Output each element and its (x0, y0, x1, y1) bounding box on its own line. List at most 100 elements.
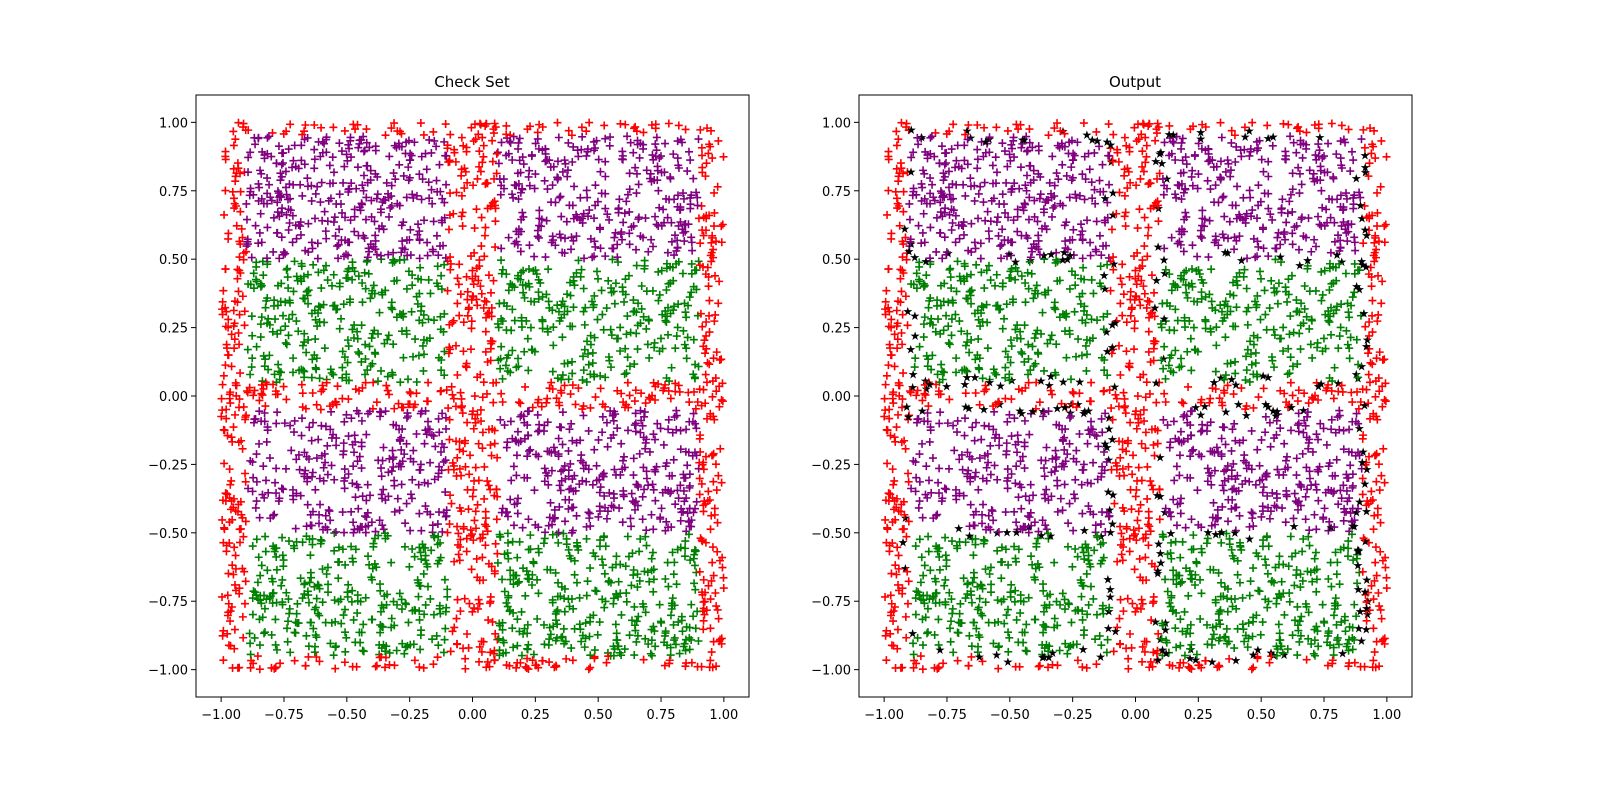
scatter-point-purple (688, 246, 697, 255)
scatter-point-green (337, 314, 346, 323)
scatter-point-green (564, 375, 573, 384)
scatter-point-red (381, 663, 390, 672)
misclassified-point: ★ (1210, 528, 1221, 542)
scatter-point-purple (412, 430, 421, 439)
scatter-point-green (263, 566, 272, 575)
scatter-point-purple (288, 211, 297, 220)
scatter-point-purple (320, 139, 329, 148)
scatter-point-purple (437, 448, 446, 457)
misclassified-point: ★ (1195, 408, 1206, 422)
scatter-point-green (285, 604, 294, 613)
scatter-point-green (560, 607, 569, 616)
scatter-point-green (294, 327, 303, 336)
scatter-point-green (405, 562, 414, 571)
scatter-point-green (286, 298, 295, 307)
check-set-points (217, 118, 728, 674)
scatter-point-purple (634, 180, 643, 189)
scatter-point-purple (547, 198, 556, 207)
scatter-point-purple (290, 428, 299, 437)
scatter-point-green (657, 266, 666, 275)
scatter-point-purple (671, 231, 680, 240)
scatter-point-green (637, 281, 646, 290)
scatter-point-green (433, 262, 442, 271)
scatter-point-green (401, 643, 410, 652)
misclassified-point: ★ (1244, 532, 1255, 546)
scatter-point-purple (352, 184, 361, 193)
scatter-point-purple (627, 489, 636, 498)
misclassified-point: ★ (1230, 653, 1241, 667)
scatter-point-purple (572, 232, 581, 241)
scatter-point-purple (347, 153, 356, 162)
scatter-point-green (351, 545, 360, 554)
scatter-point-red (717, 222, 726, 231)
x-tick-label: 0.00 (458, 708, 487, 723)
scatter-point-purple (372, 194, 381, 203)
scatter-point-green (270, 370, 279, 379)
scatter-point-green (349, 615, 358, 624)
scatter-point-green (353, 609, 362, 618)
scatter-point-green (248, 542, 257, 551)
misclassified-point: ★ (1236, 253, 1247, 267)
scatter-point-purple (339, 439, 348, 448)
scatter-point-green (630, 602, 639, 611)
scatter-point-red (477, 213, 486, 222)
scatter-point-green (582, 534, 591, 543)
scatter-point-purple (422, 430, 431, 439)
scatter-point-green (286, 648, 295, 657)
scatter-point-red (717, 395, 726, 404)
scatter-point-red (219, 656, 228, 665)
scatter-point-green (694, 257, 703, 266)
scatter-point-green (361, 284, 370, 293)
scatter-point-purple (302, 522, 311, 531)
scatter-point-red (230, 344, 239, 353)
scatter-point-red (227, 330, 236, 339)
scatter-point-red (714, 471, 723, 480)
scatter-point-purple (594, 512, 603, 521)
scatter-point-purple (625, 240, 634, 249)
scatter-point-green (662, 285, 671, 294)
scatter-point-red (695, 490, 704, 499)
scatter-point-purple (655, 203, 664, 212)
scatter-point-red (217, 412, 226, 421)
scatter-point-green (651, 642, 660, 651)
scatter-point-purple (389, 169, 398, 178)
scatter-point-purple (531, 170, 540, 179)
scatter-point-red (710, 208, 719, 217)
scatter-point-red (462, 534, 471, 543)
scatter-point-purple (256, 166, 265, 175)
scatter-point-red (453, 595, 462, 604)
x-tick-label: 0.75 (647, 708, 676, 723)
scatter-point-green (426, 289, 435, 298)
scatter-point-red (631, 386, 640, 395)
scatter-point-red (385, 660, 394, 669)
scatter-point-green (583, 577, 592, 586)
scatter-point-purple (359, 171, 368, 180)
scatter-point-green (272, 598, 281, 607)
scatter-point-green (313, 322, 322, 331)
scatter-point-red (236, 187, 245, 196)
scatter-point-green (271, 315, 280, 324)
scatter-point-purple (682, 425, 691, 434)
scatter-point-purple (272, 228, 281, 237)
misclassified-point: ★ (1155, 451, 1166, 465)
scatter-point-green (440, 575, 449, 584)
scatter-point-red (455, 311, 464, 320)
scatter-point-green (517, 651, 526, 660)
scatter-point-red (699, 231, 708, 240)
scatter-point-green (338, 545, 347, 554)
scatter-point-purple (631, 245, 640, 254)
scatter-point-green (400, 542, 409, 551)
misclassified-point: ★ (1275, 250, 1286, 264)
misclassified-point: ★ (1360, 223, 1371, 237)
scatter-point-green (632, 637, 641, 646)
scatter-point-purple (363, 508, 372, 517)
scatter-point-purple (307, 436, 316, 445)
scatter-point-purple (588, 480, 597, 489)
scatter-point-red (467, 324, 476, 333)
scatter-point-purple (616, 230, 625, 239)
scatter-point-green (508, 537, 517, 546)
scatter-point-green (599, 325, 608, 334)
scatter-point-green (583, 349, 592, 358)
misclassified-point: ★ (1158, 352, 1169, 366)
scatter-point-green (515, 577, 524, 586)
